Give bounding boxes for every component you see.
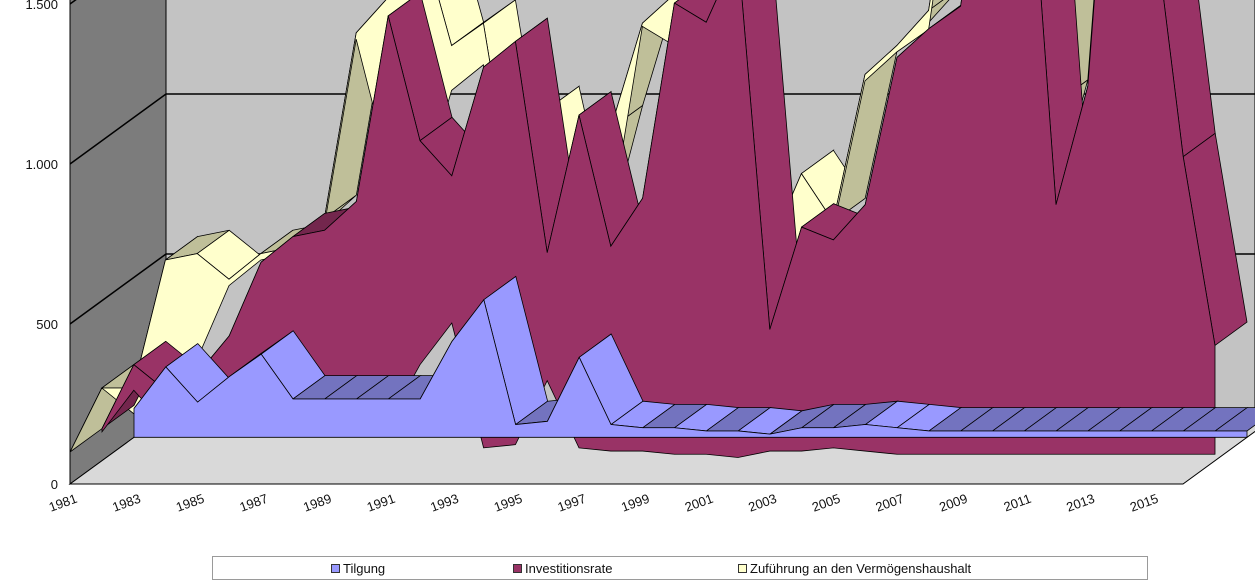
x-tick-label: 2011 [1002,491,1033,515]
x-tick-label: 2007 [874,491,906,515]
legend-label-investitionsrate: Investitionsrate [525,561,613,576]
x-tick-label: 1999 [619,491,651,515]
legend-swatch-tilgung [331,564,340,573]
y-tick-label: 500 [36,317,58,332]
x-tick-label: 1991 [365,491,397,515]
y-tick-label: 1.000 [25,157,58,172]
x-tick-label: 1985 [174,491,206,515]
x-tick-label: 2001 [683,491,715,515]
x-axis-ticks: 1981 1983 1985 1987 1989 1991 1993 1995 1997 1999… [47,491,1161,515]
legend-label-tilgung: Tilgung [343,561,386,576]
x-tick-label: 2003 [746,491,778,515]
x-tick-label: 2005 [810,491,842,515]
x-tick-label: 1983 [110,491,142,515]
x-tick-label: 1995 [492,491,524,515]
legend: Tilgung Investitionsrate Zuführung an de… [212,556,1148,580]
x-tick-label: 1987 [238,491,270,515]
legend-item-zufuehrung: Zuführung an den Vermögenshaushalt [738,561,971,576]
legend-label-zufuehrung: Zuführung an den Vermögenshaushalt [750,561,972,576]
x-tick-label: 2009 [937,491,969,515]
x-tick-label: 1997 [556,491,588,515]
x-tick-label: 2013 [1064,491,1096,515]
legend-swatch-investitionsrate [513,564,522,573]
y-tick-label: 0 [51,477,58,492]
x-tick-label: 2015 [1128,491,1160,515]
series-investitionsrate [101,0,1248,458]
series-area [133,298,1248,438]
legend-item-tilgung: Tilgung [331,561,385,576]
legend-item-investitionsrate: Investitionsrate [513,561,612,576]
series-tilgung [133,275,1255,438]
y-tick-label: 1.500 [25,0,58,12]
legend-swatch-zufuehrung [738,564,747,573]
x-tick-label: 1989 [301,491,333,515]
x-tick-label: 1981 [47,491,79,515]
series-layers [69,0,1255,458]
series-area [101,0,1216,458]
x-tick-label: 1993 [428,491,460,515]
